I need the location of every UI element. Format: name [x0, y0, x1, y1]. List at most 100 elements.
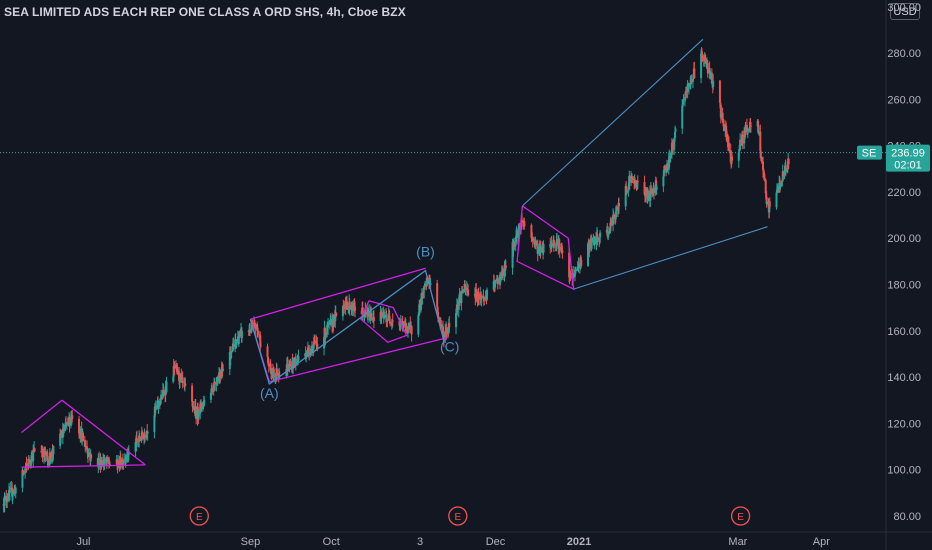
- candle-body: [138, 435, 141, 441]
- candle-body: [266, 356, 269, 363]
- candle-body: [125, 459, 128, 463]
- candle-body: [655, 186, 658, 190]
- candle-body: [647, 190, 650, 193]
- candle-body: [323, 336, 326, 349]
- trend-line[interactable]: [522, 38, 704, 207]
- candle-body: [313, 340, 316, 342]
- candle-body: [764, 179, 767, 194]
- candle-body: [153, 415, 156, 432]
- x-axis: Jul Sep Oct 3 Dec 2021 Mar Apr: [0, 531, 932, 548]
- candle-body: [710, 72, 713, 84]
- currency-button[interactable]: USD: [890, 3, 920, 20]
- candle-body: [586, 243, 589, 266]
- candle-body: [49, 452, 52, 462]
- candle-body: [380, 316, 383, 319]
- channel-line[interactable]: [21, 399, 63, 434]
- candle-body: [718, 80, 721, 103]
- candle-body: [762, 161, 765, 171]
- candle-body: [704, 54, 707, 61]
- candle-body: [728, 150, 731, 152]
- candle-body: [259, 345, 262, 347]
- candle-body: [624, 185, 627, 207]
- candle-body: [644, 187, 647, 196]
- candle-body: [213, 382, 216, 385]
- candle-body: [211, 389, 214, 393]
- channel-line[interactable]: [250, 267, 426, 320]
- candle-body: [700, 53, 703, 79]
- candle-body: [725, 131, 728, 141]
- candle-body: [599, 232, 602, 238]
- candle-body: [421, 292, 424, 299]
- candle-body: [768, 201, 771, 208]
- candle-body: [372, 317, 375, 322]
- candle-body: [25, 463, 28, 466]
- symbol-tag-text: SE: [862, 148, 877, 160]
- earnings-marker[interactable]: [189, 506, 209, 526]
- y-tick-label: 120.00: [887, 418, 921, 430]
- candle-body: [436, 283, 439, 307]
- candle-body: [569, 273, 572, 278]
- candle-body: [719, 102, 722, 105]
- candle-body: [530, 225, 533, 238]
- candle-body: [779, 186, 782, 188]
- channel-line[interactable]: [516, 205, 575, 291]
- candle-body: [324, 334, 327, 339]
- candle-body: [21, 469, 24, 488]
- candle-body: [310, 346, 313, 354]
- x-tick-label: Sep: [241, 536, 261, 548]
- wave-line[interactable]: [249, 269, 445, 386]
- candle-body: [351, 302, 354, 312]
- candle-body: [249, 331, 252, 333]
- candle-body: [577, 263, 580, 269]
- candle-body: [216, 377, 219, 383]
- candle-body: [222, 369, 225, 371]
- candle-body: [305, 354, 308, 357]
- candle-body: [499, 278, 502, 283]
- candle-body: [514, 238, 517, 246]
- candle-body: [784, 169, 787, 172]
- earnings-marker[interactable]: [448, 506, 468, 526]
- candle-body: [580, 259, 583, 266]
- candle-body: [143, 434, 146, 438]
- candle-body: [165, 381, 168, 393]
- candle-body: [364, 311, 367, 313]
- candle-body: [77, 418, 80, 434]
- candle-body: [628, 175, 631, 183]
- candle-body: [335, 312, 338, 317]
- candle-body: [652, 187, 655, 193]
- candle-body: [219, 375, 222, 379]
- candle-body: [650, 188, 653, 195]
- earnings-marker[interactable]: [730, 506, 751, 526]
- candle-body: [28, 458, 31, 464]
- candle-body: [176, 367, 179, 374]
- candle-body: [60, 435, 63, 438]
- candle-body: [558, 247, 561, 251]
- channel-line[interactable]: [269, 337, 448, 383]
- y-tick-label: 160.00: [887, 326, 921, 338]
- wave-label: (C): [440, 339, 459, 355]
- channel-line[interactable]: [61, 399, 146, 466]
- drawings[interactable]: [21, 38, 768, 468]
- candle-body: [512, 242, 515, 250]
- candle-body: [266, 346, 269, 357]
- candle-body: [496, 278, 499, 284]
- candle-body: [22, 472, 25, 474]
- candle-body: [429, 283, 432, 285]
- candle-body: [297, 356, 300, 361]
- candle-body: [90, 454, 93, 459]
- candle-body: [203, 399, 206, 406]
- x-tick-label: Mar: [728, 536, 747, 548]
- candle-body: [192, 405, 195, 409]
- wave-label: (A): [260, 385, 279, 401]
- trend-line[interactable]: [573, 226, 768, 290]
- candle-body: [520, 219, 523, 222]
- candle-body: [195, 410, 198, 419]
- price-tag: [886, 144, 930, 172]
- candle-body: [278, 375, 281, 377]
- y-tick-label: 180.00: [887, 280, 921, 292]
- candle-body: [417, 314, 420, 316]
- channel-line[interactable]: [21, 464, 146, 468]
- chart-title: SEA LIMITED ADS EACH REP ONE CLASS A ORD…: [4, 5, 406, 19]
